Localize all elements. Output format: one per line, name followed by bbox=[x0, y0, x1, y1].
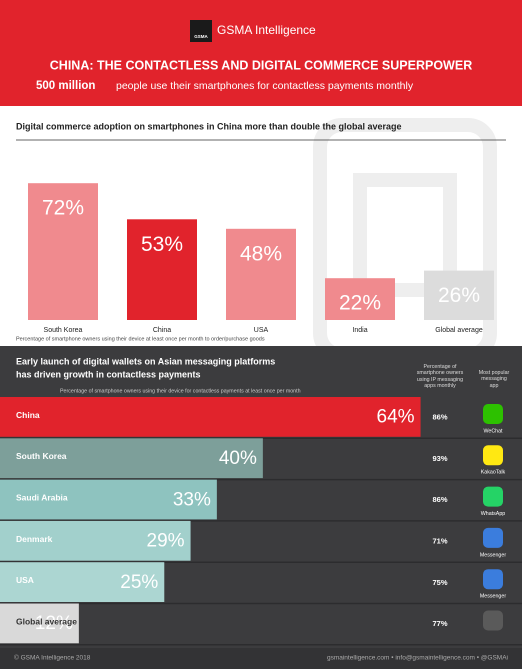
bar bbox=[0, 562, 165, 602]
bar bbox=[325, 278, 395, 320]
subtitle: people use their smartphones for contact… bbox=[116, 80, 414, 92]
value-label: 40% bbox=[219, 448, 257, 469]
x-tick-label: India bbox=[352, 327, 367, 334]
bar bbox=[424, 270, 494, 320]
logo-box bbox=[190, 20, 212, 42]
x-tick-label: China bbox=[153, 327, 171, 334]
x-tick-label: Global average bbox=[435, 327, 483, 334]
y-tick-label: South Korea bbox=[16, 451, 67, 461]
x-tick-label: South Korea bbox=[44, 327, 83, 334]
header-bg bbox=[0, 0, 522, 106]
chart2-title: has driven growth in contactless payment… bbox=[16, 369, 201, 379]
app-name: WeChat bbox=[483, 428, 503, 434]
footer-left: © GSMA Intelligence 2018 bbox=[14, 654, 91, 662]
value-label: 26% bbox=[438, 284, 480, 307]
usage-value: 93% bbox=[432, 454, 447, 463]
value-label: 25% bbox=[120, 572, 158, 593]
footer-right: gsmaintelligence.com • info@gsmaintellig… bbox=[327, 655, 508, 662]
header-title: CHINA: THE CONTACTLESS AND DIGITAL COMME… bbox=[50, 58, 472, 72]
app-icon bbox=[483, 404, 503, 424]
usage-value: 71% bbox=[432, 537, 447, 546]
usage-value: 75% bbox=[432, 578, 447, 587]
bar bbox=[0, 520, 191, 561]
logo-text: GSMA Intelligence bbox=[217, 23, 316, 37]
bar bbox=[127, 219, 197, 320]
app-name: Messenger bbox=[480, 552, 506, 558]
value-label: 72% bbox=[42, 197, 84, 220]
bar bbox=[0, 397, 421, 437]
logo-mark: GSMA bbox=[194, 34, 208, 39]
y-tick-label: Saudi Arabia bbox=[16, 493, 68, 503]
usage-header: Percentage of smartphone owners using IP… bbox=[416, 364, 464, 390]
bar bbox=[226, 228, 296, 320]
y-tick-label: China bbox=[16, 410, 40, 420]
y-tick-label: Global average bbox=[16, 616, 77, 626]
app-name: KakaoTalk bbox=[481, 470, 506, 476]
y-tick-label: USA bbox=[16, 575, 34, 585]
chart1-title: Digital commerce adoption on smartphones… bbox=[16, 121, 402, 131]
bar bbox=[0, 603, 79, 644]
usage-value: 86% bbox=[432, 495, 447, 504]
apps-header: Most popular messaging app bbox=[478, 370, 510, 389]
value-label: 29% bbox=[147, 531, 185, 552]
value-label: 22% bbox=[339, 292, 381, 315]
app-icon bbox=[483, 527, 503, 548]
value-label: 12% bbox=[35, 613, 73, 634]
app-icon bbox=[483, 445, 503, 466]
value-label: 48% bbox=[240, 242, 282, 265]
value-label: 64% bbox=[377, 407, 415, 428]
chart2-title: Early launch of digital wallets on Asian… bbox=[16, 356, 275, 366]
bar bbox=[0, 438, 263, 479]
usage-header-box: Percentage of smartphone owners using IP… bbox=[416, 364, 464, 390]
usage-value: 77% bbox=[432, 619, 447, 628]
chart2-note: Percentage of smartphone owners using th… bbox=[60, 388, 301, 394]
value-label: 53% bbox=[141, 233, 183, 256]
bar bbox=[0, 479, 217, 520]
footer-bg bbox=[0, 648, 522, 669]
y-tick-label: Denmark bbox=[16, 534, 53, 544]
bar bbox=[28, 183, 98, 320]
value-label: 33% bbox=[173, 489, 211, 510]
usage-value: 86% bbox=[432, 413, 447, 422]
app-icon bbox=[483, 486, 503, 507]
x-tick-label: USA bbox=[254, 327, 269, 334]
highlight: 500 million bbox=[36, 80, 95, 92]
app-icon bbox=[483, 569, 503, 590]
app-icon bbox=[483, 610, 503, 631]
apps-header-box: Most popular messaging app bbox=[478, 370, 510, 389]
app-name: WhatsApp bbox=[481, 511, 505, 517]
app-name: Messenger bbox=[480, 594, 506, 600]
chart1-note: Percentage of smartphone owners using th… bbox=[16, 336, 265, 342]
